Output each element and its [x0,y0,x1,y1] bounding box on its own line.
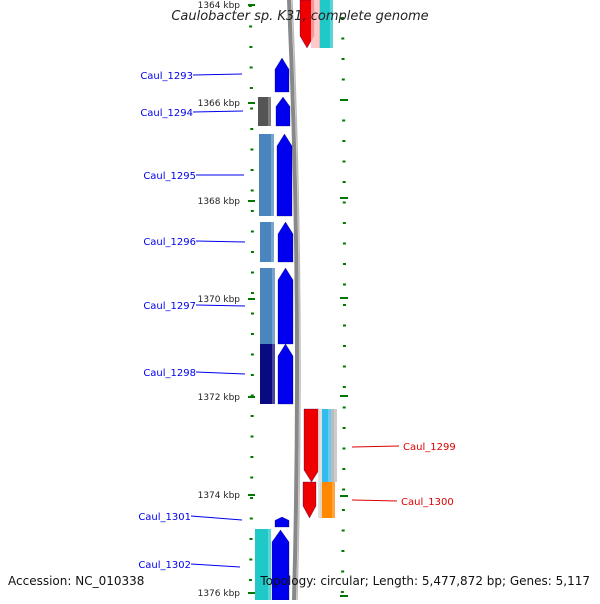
gene-arrow-forward[interactable] [274,57,290,93]
map-title: Caulobacter sp. K31, complete genome [171,9,429,24]
cog-block[interactable] [259,134,274,216]
gene-arrow-forward[interactable] [271,529,290,601]
scale-label: 1368 kbp [198,197,241,207]
scale-label: 1370 kbp [198,295,241,305]
cog-block-highlight [272,344,275,404]
genome-backbone [287,0,300,601]
cog-block-highlight [271,134,274,216]
cog-block-highlight [271,222,274,262]
gene-arrow-forward[interactable] [277,221,294,263]
gene-label[interactable]: Caul_1295 [143,171,196,182]
gene-label[interactable]: Caul_1300 [401,497,454,508]
gene-leader-line [351,445,400,448]
gene-label[interactable]: Caul_1302 [138,560,191,571]
cog-block[interactable] [322,409,331,482]
gene-leader-line [190,515,243,521]
cog-block-highlight [272,268,275,344]
cog-block-highlight [334,409,337,482]
cog-block[interactable] [260,344,275,404]
gene-overlap-band [311,0,320,48]
cog-block-highlight [328,409,331,482]
cog-block-highlight [330,0,333,48]
gene-leader-line [195,240,246,243]
cog-block[interactable] [320,482,335,518]
gene-leader-line [351,499,398,502]
cog-block[interactable] [331,409,337,482]
gene-arrow-reverse[interactable] [302,481,317,519]
gene-label[interactable]: Caul_1297 [143,301,196,312]
scale-label: 1366 kbp [198,99,241,109]
cog-block[interactable] [319,0,333,48]
gene-leader-line [192,110,244,113]
gene-leader-line [195,304,246,307]
scale-label: 1376 kbp [198,589,241,599]
cog-block[interactable] [260,222,274,262]
cog-block-highlight [268,529,271,600]
gene-leader-line [190,563,241,568]
accession-label: Accession: NC_010338 [8,574,145,588]
cog-block-highlight [332,482,335,518]
gene-label[interactable]: Caul_1301 [138,512,191,523]
gene-arrow-forward[interactable] [274,516,290,528]
gene-leader-line [195,371,246,375]
cog-block[interactable] [255,529,271,600]
gene-arrow-forward[interactable] [277,343,294,405]
gene-arrow-forward[interactable] [276,133,293,217]
gene-arrow-forward[interactable] [275,96,291,127]
cog-block-highlight [268,97,271,126]
scale-label: 1372 kbp [198,393,241,403]
scale-label: 1364 kbp [198,1,241,11]
gene-label[interactable]: Caul_1294 [140,108,193,119]
gene-overlap-band [318,409,322,518]
gene-leader-line [192,73,243,76]
gene-label[interactable]: Caul_1296 [143,237,196,248]
genome-summary: Topology: circular; Length: 5,477,872 bp… [260,574,590,588]
gene-label[interactable]: Caul_1293 [140,71,193,82]
gene-label[interactable]: Caul_1299 [403,442,456,453]
gene-arrow-reverse[interactable] [303,408,320,483]
cog-block[interactable] [258,97,271,126]
cog-block[interactable] [260,268,275,344]
gene-label[interactable]: Caul_1298 [143,368,196,379]
gene-arrow-reverse[interactable] [299,0,315,49]
gene-arrow-forward[interactable] [277,267,294,345]
genome-backbone-edge [291,0,301,601]
scale-label: 1374 kbp [198,491,241,501]
